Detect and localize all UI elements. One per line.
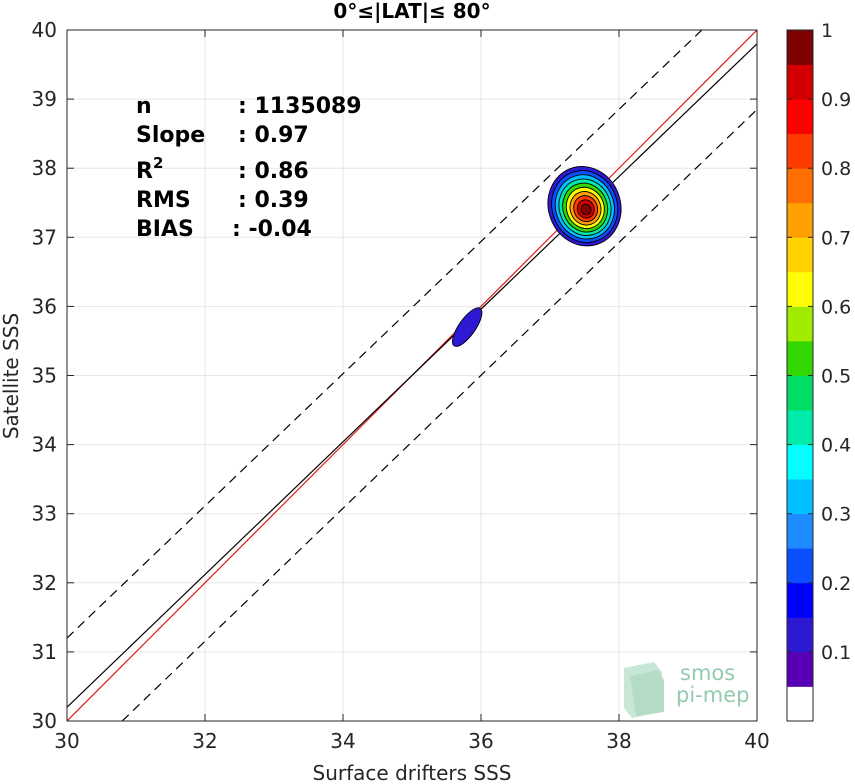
density-contours — [452, 166, 622, 347]
colorbar-segment — [787, 340, 813, 376]
stat-value: : 0.39 — [238, 188, 309, 213]
regression-line — [67, 43, 757, 708]
y-tick-label: 35 — [32, 364, 57, 388]
y-axis-label: Satellite SSS — [0, 313, 23, 439]
upper_bound-line — [67, 30, 703, 639]
colorbar-segment — [787, 306, 813, 342]
colorbar: 0.1 0.2 0.3 0.4 0.5 0.6 0.7 0.8 0.9 1 — [786, 20, 851, 722]
y-tick-label: 32 — [32, 571, 57, 595]
x-tick-label: 36 — [468, 729, 493, 753]
y-tick-label: 40 — [32, 18, 57, 42]
stat-label: R2 — [136, 154, 163, 184]
smos-pi-mep-logo: smos pi-mep — [624, 661, 749, 718]
colorbar-tick-label: 0.4 — [821, 435, 851, 457]
colorbar-tick-label: 0.6 — [821, 296, 851, 318]
stat-value: : 0.97 — [238, 123, 309, 148]
y-tick-label: 37 — [32, 225, 57, 249]
colorbar-segment — [787, 444, 813, 480]
logo-line1: smos — [680, 661, 735, 685]
stat-value: : 1135089 — [238, 94, 362, 119]
stats-box: n : 1135089 Slope : 0.97 R2 : 0.86 RMS : 0.39 BI… — [136, 94, 362, 242]
stat-value: : -0.04 — [232, 217, 312, 242]
logo-line2: pi-mep — [676, 683, 749, 707]
colorbar-tick-label: 0.3 — [821, 504, 851, 526]
colorbar-segment — [787, 410, 813, 445]
stat-value: : 0.86 — [238, 159, 309, 184]
stat-label: BIAS — [136, 217, 194, 242]
colorbar-segment — [787, 99, 813, 135]
x-tick-label: 32 — [192, 729, 217, 753]
colorbar-tick-label: 0.9 — [821, 89, 851, 111]
colorbar-tick-label: 0.2 — [821, 573, 851, 595]
colorbar-segment — [787, 64, 813, 100]
colorbar-segment — [787, 479, 813, 515]
stat-label: Slope — [136, 123, 205, 148]
colorbar-tick-label: 0.7 — [821, 227, 851, 249]
y-tick-label: 36 — [32, 294, 57, 318]
chart-title: 0°≤|LAT|≤ 80° — [333, 0, 490, 23]
stat-label: RMS — [136, 188, 191, 213]
colorbar-segment — [787, 168, 813, 204]
colorbar-segment — [787, 375, 813, 411]
colorbar-segment — [787, 271, 813, 307]
colorbar-segment — [787, 30, 813, 65]
x-axis-label: Surface drifters SSS — [313, 761, 512, 784]
colorbar-tick-label: 0.5 — [821, 366, 851, 388]
colorbar-segment — [787, 651, 813, 687]
y-tick-label: 38 — [32, 156, 57, 180]
y-tick-label: 39 — [32, 87, 57, 111]
stat-superscript: 2 — [153, 154, 163, 172]
colorbar-tick-label: 1 — [821, 20, 833, 42]
y-tick-label: 31 — [32, 640, 57, 664]
contour-level — [580, 203, 592, 216]
lower_bound-line — [121, 109, 757, 721]
y-tick-label: 33 — [32, 502, 57, 526]
colorbar-segment — [787, 617, 813, 653]
colorbar-segment — [787, 582, 813, 618]
contour-level-small — [452, 307, 483, 347]
y-axis: 30 31 32 33 34 35 36 37 38 39 40 — [32, 18, 757, 733]
x-tick-label: 40 — [744, 729, 769, 753]
x-axis: 30 32 34 36 38 40 — [54, 30, 770, 753]
x-tick-label: 30 — [54, 729, 79, 753]
colorbar-segment — [787, 202, 813, 238]
colorbar-tick-label: 0.8 — [821, 158, 851, 180]
colorbar-segment — [787, 686, 813, 722]
x-tick-label: 38 — [606, 729, 631, 753]
colorbar-tick-label: 0.1 — [821, 642, 851, 664]
colorbar-segment — [787, 237, 813, 273]
colorbar-segment — [787, 513, 813, 549]
colorbar-segment — [787, 133, 813, 169]
stat-label: n — [136, 94, 152, 119]
y-tick-label: 30 — [32, 709, 57, 733]
y-tick-label: 34 — [32, 433, 57, 457]
colorbar-segment — [787, 548, 813, 584]
x-tick-label: 34 — [330, 729, 355, 753]
reference-lines — [67, 30, 757, 721]
